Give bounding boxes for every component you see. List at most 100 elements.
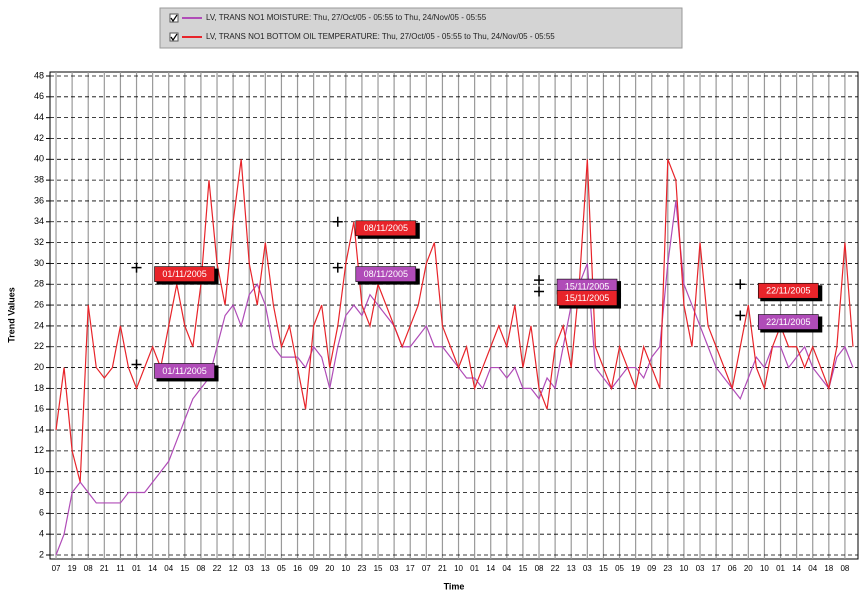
lines: [55, 159, 854, 556]
x-tick-label: 09: [647, 564, 656, 573]
annotation-marker: [131, 359, 142, 370]
annotation-box: [355, 266, 417, 282]
series-line: [55, 159, 854, 483]
y-tick-label: 8: [39, 487, 44, 497]
annotation-label: 01/11/2005: [162, 269, 206, 279]
annotation-label: 15/11/2005: [565, 293, 609, 303]
annotation-label: 15/11/2005: [565, 281, 609, 291]
x-tick-label: 17: [406, 564, 415, 573]
x-tick-label: 04: [808, 564, 817, 573]
x-tick-label: 08: [840, 564, 849, 573]
x-tick-label: 14: [148, 564, 157, 573]
y-tick-label: 24: [34, 320, 44, 330]
y-tick-label: 18: [34, 383, 44, 393]
x-tick-label: 23: [663, 564, 672, 573]
legend: LV, TRANS NO1 MOISTURE: Thu, 27/Oct/05 -…: [169, 13, 555, 42]
x-tick-label: 03: [245, 564, 254, 573]
x-tick-label: 17: [712, 564, 721, 573]
annotation-marker: [332, 262, 343, 273]
annotation-marker: [735, 310, 746, 321]
x-tick-label: 07: [422, 564, 431, 573]
x-tick-label: 21: [438, 564, 447, 573]
y-tick-label: 36: [34, 195, 44, 205]
legend-check: [170, 14, 178, 23]
y-tick-label: 16: [34, 404, 44, 414]
x-tick-label: 08: [535, 564, 544, 573]
y-tick-label: 34: [34, 216, 44, 226]
annotation-label: 08/11/2005: [364, 269, 408, 279]
x-tick-label: 20: [325, 564, 334, 573]
x-tick-label: 22: [213, 564, 222, 573]
x-tick-label: 21: [100, 564, 109, 573]
x-tick-label: 12: [229, 564, 238, 573]
y-tick-label: 30: [34, 258, 44, 268]
y-tick-label: 32: [34, 237, 44, 247]
x-tick-label: 01: [470, 564, 479, 573]
annotation-label: 01/11/2005: [162, 366, 206, 376]
x-tick-label: 23: [357, 564, 366, 573]
grid: [50, 72, 858, 559]
x-tick-label: 01: [776, 564, 785, 573]
x-tick-label: 13: [261, 564, 270, 573]
x-tick-label: 18: [824, 564, 833, 573]
y-tick-label: 38: [34, 175, 44, 185]
annotation-marker: [534, 275, 545, 286]
x-tick-label: 05: [277, 564, 286, 573]
y-tick-label: 12: [34, 445, 44, 455]
annotation-marker: [534, 286, 545, 297]
legend-checkbox[interactable]: [169, 13, 179, 23]
y-tick-label: 6: [39, 508, 44, 518]
annotation-box: [757, 282, 819, 299]
x-tick-label: 15: [180, 564, 189, 573]
annotation-box: [154, 266, 215, 282]
x-tick-label: 19: [631, 564, 640, 573]
x-tick-label: 10: [341, 564, 350, 573]
x-tick-label: 14: [792, 564, 801, 573]
x-tick-label: 03: [583, 564, 592, 573]
x-tick-label: 10: [760, 564, 769, 573]
x-tick-label: 14: [486, 564, 495, 573]
legend-label: LV, TRANS NO1 BOTTOM OIL TEMPERATURE: Th…: [206, 32, 555, 41]
y-tick-label: 42: [34, 133, 44, 143]
x-tick-label: 20: [744, 564, 753, 573]
legend-checkbox[interactable]: [169, 32, 179, 42]
axes: 07 19 08 21 11 01 14 04 15 08 22 12 03 13 05 16 09 20 10 23…: [34, 70, 850, 573]
y-tick-label: 2: [39, 549, 44, 559]
x-tick-label: 10: [454, 564, 463, 573]
annotation-marker: [332, 216, 343, 227]
x-tick-label: 15: [374, 564, 383, 573]
annotation-label: 08/11/2005: [364, 223, 408, 233]
x-tick-label: 06: [728, 564, 737, 573]
y-axis-label: Trend Values: [6, 287, 16, 343]
legend-label: LV, TRANS NO1 MOISTURE: Thu, 27/Oct/05 -…: [206, 13, 487, 22]
annotation-box: [757, 314, 819, 330]
annotation-box: [355, 220, 417, 237]
x-tick-label: 10: [679, 564, 688, 573]
legend-check: [170, 33, 178, 42]
x-tick-label: 16: [293, 564, 302, 573]
series-line: [55, 200, 854, 556]
y-tick-label: 20: [34, 362, 44, 372]
y-tick-label: 4: [39, 529, 44, 539]
x-axis-label: Time: [444, 581, 465, 591]
y-tick-label: 10: [34, 466, 44, 476]
annotation-label: 22/11/2005: [766, 286, 810, 296]
annotation-marker: [131, 262, 142, 273]
x-tick-label: 22: [551, 564, 560, 573]
y-tick-label: 46: [34, 91, 44, 101]
annotation-label: 22/11/2005: [766, 317, 810, 327]
x-tick-label: 15: [599, 564, 608, 573]
x-tick-label: 04: [502, 564, 511, 573]
annotation-box: [556, 290, 618, 306]
x-tick-label: 03: [390, 564, 399, 573]
x-tick-label: 04: [164, 564, 173, 573]
x-tick-label: 13: [567, 564, 576, 573]
x-tick-label: 11: [116, 564, 125, 573]
x-tick-label: 03: [696, 564, 705, 573]
y-tick-label: 22: [34, 341, 44, 351]
annotations: 01/11/2005 01/11/2005 08/11/2005 08/11/2005…: [131, 216, 823, 382]
annotation-marker: [735, 279, 746, 290]
y-tick-label: 40: [34, 154, 44, 164]
y-tick-label: 26: [34, 299, 44, 309]
